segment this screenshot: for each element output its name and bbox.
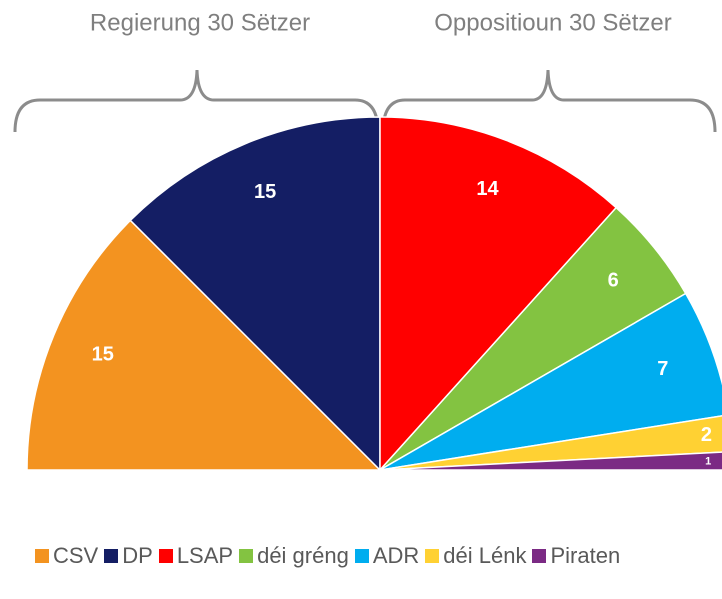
legend-item: CSV [35,543,98,569]
data-label: 1 [705,455,711,467]
legend-item: DP [104,543,153,569]
legend-swatch [532,549,547,563]
legend-item: LSAP [158,543,234,569]
legend: CSV DP LSAP déi gréng ADR déi Lénk Piraten [35,543,620,569]
legend-label: déi gréng [257,543,349,568]
legend-label: déi Lénk [443,543,527,568]
legend-item: ADR [354,543,420,569]
slice [379,116,618,472]
legend-item: déi gréng [239,543,349,569]
legend-label: DP [122,543,153,568]
slice [379,292,722,471]
legend-item: déi Lénk [425,543,526,569]
legend-swatch [104,549,119,563]
slice [379,451,722,471]
chart-svg: Regierung 30 Sëtzer Oppositioun 30 Sëtze… [13,9,722,472]
slice [26,219,382,471]
bracket [13,69,380,133]
legend-item: Piraten [532,543,620,569]
data-label: 2 [701,424,712,446]
bracket [381,69,717,133]
data-label: 14 [476,178,499,200]
data-label: 15 [254,181,276,203]
legend-swatch [239,549,254,563]
data-label: 6 [608,269,619,291]
legend-label: LSAP [176,543,234,568]
legend-swatch [35,549,49,563]
legend-label: Piraten [550,543,621,568]
data-label: 15 [92,343,114,365]
slice [129,116,381,472]
annotation: Oppositioun 30 Sëtzer [434,9,671,36]
annotation: Regierung 30 Sëtzer [90,9,310,36]
legend-label: CSV [53,543,99,568]
legend-label: ADR [372,543,420,568]
legend-swatch [158,549,173,563]
legend-swatch [354,549,369,563]
legend-swatch [425,549,440,563]
data-label: 7 [657,358,668,380]
